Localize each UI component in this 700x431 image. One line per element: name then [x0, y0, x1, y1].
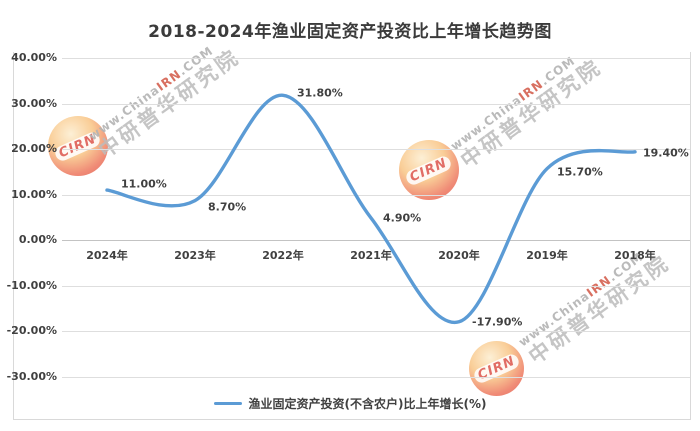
data-label: -17.90% [472, 315, 523, 329]
gridline [62, 57, 690, 59]
y-tick-label: -10.00% [6, 278, 57, 292]
x-axis-label: 2019年 [526, 249, 568, 262]
y-tick-label: 30.00% [11, 96, 57, 110]
gridline [62, 103, 690, 105]
gridline [62, 331, 690, 333]
x-axis-label: 2024年 [86, 249, 128, 262]
chart-title: 2018-2024年渔业固定资产投资比上年增长趋势图 [148, 22, 552, 42]
y-tick-label: -20.00% [6, 324, 57, 338]
gridline [62, 376, 690, 378]
y-tick-label: 40.00% [11, 50, 57, 64]
y-tick-label: 20.00% [11, 142, 57, 156]
y-tick-label: 10.00% [11, 187, 57, 201]
trend-line [105, 93, 637, 324]
plot-area-border [13, 52, 691, 420]
zero-axis-line [62, 240, 690, 242]
data-label: 4.90% [383, 211, 422, 225]
gridline [62, 194, 690, 196]
data-label: 31.80% [297, 86, 343, 100]
legend-label: 渔业固定资产投资(不含农户)比上年增长(%) [248, 396, 487, 411]
legend: 渔业固定资产投资(不含农户)比上年增长(%) [0, 394, 700, 412]
gridline [62, 285, 690, 287]
x-axis-label: 2023年 [174, 249, 216, 262]
x-axis-label: 2020年 [438, 249, 480, 262]
data-label: 8.70% [208, 200, 247, 214]
data-label: 19.40% [643, 146, 689, 160]
legend-line-swatch [213, 401, 242, 405]
x-axis-label: 2022年 [262, 249, 304, 262]
data-label: 11.00% [121, 177, 167, 191]
x-axis-label: 2021年 [350, 249, 392, 262]
x-axis-label: 2018年 [614, 249, 656, 262]
data-label: 15.70% [557, 165, 603, 179]
y-tick-label: 0.00% [18, 233, 57, 247]
y-tick-label: -30.00% [6, 369, 57, 383]
gridline [62, 149, 690, 151]
